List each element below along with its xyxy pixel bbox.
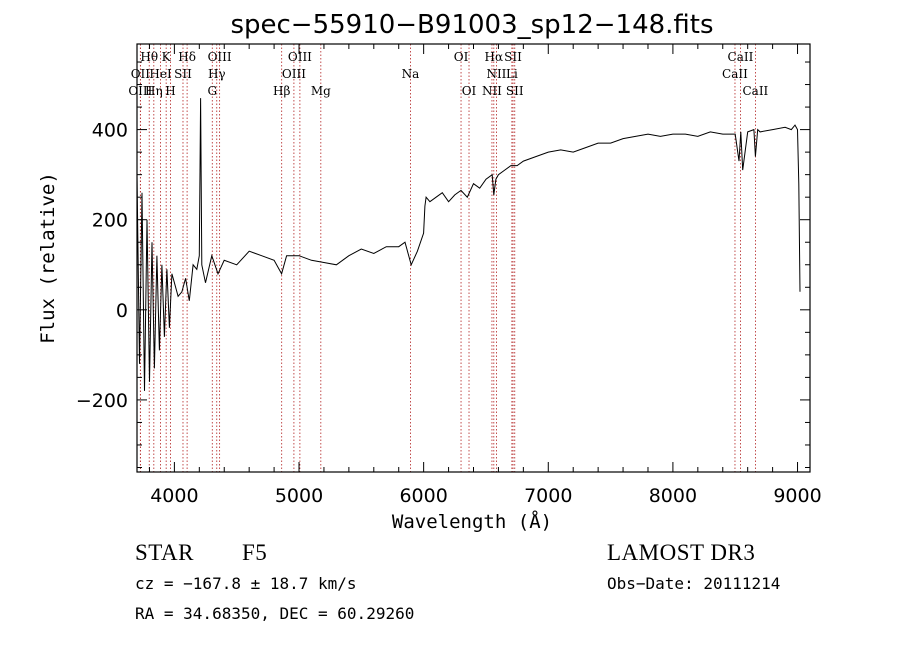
chart-title: spec−55910−B91003_sp12−148.fits (230, 10, 713, 40)
line-label: Hδ (178, 50, 196, 64)
line-label: OIII (208, 50, 232, 64)
x-tick-label: 5000 (275, 485, 323, 507)
x-tick-label: 6000 (399, 485, 447, 507)
object-subclass: F5 (242, 540, 268, 565)
y-tick-label: −200 (76, 390, 128, 412)
line-label: OI (454, 50, 469, 64)
spectrum-line (136, 98, 801, 391)
line-label: Mg (311, 84, 331, 98)
emission-line-markers (139, 44, 756, 472)
y-tick-label: 0 (116, 300, 128, 322)
x-tick-label: 4000 (150, 485, 198, 507)
line-label: NII (482, 84, 502, 98)
line-label: CaII (742, 84, 768, 98)
x-tick-label: 9000 (773, 485, 821, 507)
line-label: Hγ (208, 67, 226, 81)
line-label: CaII (728, 50, 754, 64)
line-label: OIII (288, 50, 312, 64)
observation-date: Obs−Date: 20111214 (607, 574, 781, 593)
x-tick-label: 7000 (524, 485, 572, 507)
object-class: STAR (135, 540, 194, 565)
x-axis-label: Wavelength (Å) (392, 510, 552, 533)
line-label: CaII (722, 67, 748, 81)
line-label: HeI (149, 67, 172, 81)
line-label: SII (506, 84, 524, 98)
redshift-velocity: cz = −167.8 ± 18.7 km/s (135, 574, 357, 593)
line-label: SII (174, 67, 192, 81)
line-label: Na (402, 67, 420, 81)
line-label: OIII (128, 84, 152, 98)
y-axis-label: Flux (relative) (37, 172, 59, 344)
line-label: Hθ (140, 50, 158, 64)
line-label: Hα (485, 50, 504, 64)
line-label: OI (462, 84, 477, 98)
line-label: Hη (145, 84, 163, 98)
line-label: OIII (282, 67, 306, 81)
plot-frame (136, 43, 811, 473)
line-label: SII (504, 50, 522, 64)
y-axis-ticks: −200 0 200 400 (76, 61, 810, 468)
line-label: Hβ (273, 84, 290, 98)
coordinates: RA = 34.68350, DEC = 60.29260 (135, 604, 415, 623)
line-label: K (162, 50, 172, 64)
line-label: G (207, 84, 217, 98)
x-tick-label: 8000 (649, 485, 697, 507)
emission-line-labels: Hθ OII OIII K HeI Hη SII H Hδ OIII Hγ G OIII OIII Hβ Mg… (128, 50, 768, 98)
x-axis-ticks: 4000 5000 6000 7000 8000 9000 (148, 44, 822, 507)
line-label: OII (131, 67, 151, 81)
line-label: NII (486, 67, 506, 81)
y-tick-label: 400 (92, 120, 128, 142)
survey-name: LAMOST DR3 (607, 540, 756, 565)
line-label: Li (506, 67, 518, 81)
y-tick-label: 200 (92, 210, 128, 232)
line-label: H (165, 84, 175, 98)
